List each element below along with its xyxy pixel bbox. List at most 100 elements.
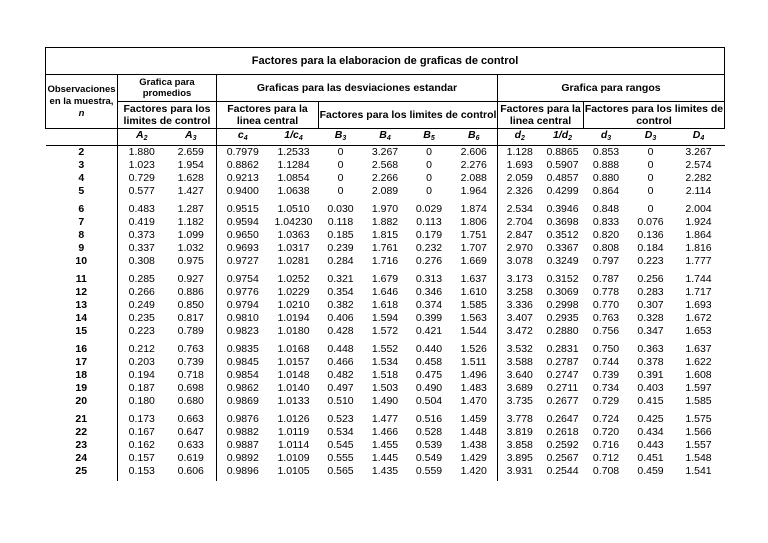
symbol-subscript: 3	[192, 135, 197, 142]
factor-value: 2.659	[177, 146, 204, 158]
factor-value: 0.347	[637, 325, 664, 337]
column-symbol: d3	[583, 128, 629, 146]
symbol-subscript: 3	[607, 135, 612, 142]
subgroup-header: Factores para los limites de control	[582, 101, 726, 129]
factor-value: 0.374	[415, 299, 443, 311]
sample-size: 9	[78, 242, 85, 254]
symbol-subscript: 4	[386, 135, 391, 142]
factor-value: 2.004	[685, 203, 712, 215]
factor-value: 0.9892	[216, 452, 269, 465]
sample-size: 18	[75, 369, 88, 381]
factor-value: 0.817	[177, 312, 204, 324]
factor-value: 0.425	[637, 413, 664, 425]
factor-value: 0.419	[117, 216, 166, 229]
symbol: d	[600, 129, 608, 141]
factor-value: 1.470	[460, 395, 487, 407]
factor-value: 1.0105	[277, 465, 310, 477]
factor-value: 0.2544	[546, 465, 579, 477]
factor-value: 0.698	[177, 382, 204, 394]
factor-value: 1.744	[685, 273, 712, 285]
factor-value: 0.559	[415, 465, 443, 477]
data-row: 9 0.337 1.032 0.9693 1.0317 0.239 1.761 0.232 1.…	[46, 242, 725, 255]
factor-value: 0.113	[416, 216, 442, 228]
factor-value: 0.516	[415, 413, 443, 425]
column-symbol: d2	[497, 128, 542, 146]
factor-value: 1.970	[371, 203, 399, 215]
symbol-subscript: 4	[243, 135, 248, 142]
factor-value: 1.0133	[277, 395, 310, 407]
factor-value: 0.194	[117, 369, 166, 382]
factor-value: 3.895	[497, 452, 542, 465]
symbol: A	[136, 129, 144, 141]
factor-value: 0.475	[415, 369, 443, 381]
factor-value: 1.566	[685, 426, 712, 438]
factor-value: 1.761	[371, 242, 399, 254]
symbol: c	[237, 129, 244, 141]
symbol: A	[185, 129, 193, 141]
factor-value: 1.427	[177, 185, 204, 197]
factors-table: Factores para la elaboracion de graficas…	[44, 47, 726, 481]
factor-value: 0.577	[117, 185, 166, 198]
sample-size: 24	[75, 452, 88, 464]
factor-value: 1.954	[177, 159, 204, 171]
factor-value: 2.568	[371, 159, 399, 171]
data-row: 5 0.577 1.427 0.9400 1.0638 0 2.089 0 1.964 2.326…	[46, 185, 725, 198]
factor-value: 1.483	[460, 382, 487, 394]
factor-value: 1.0109	[277, 452, 310, 464]
factor-value: 3.735	[497, 395, 542, 408]
factor-value: 0.3249	[546, 255, 579, 267]
factor-value: 0.451	[637, 452, 664, 464]
factor-value: 0.313	[415, 273, 443, 285]
factor-value: 1.608	[685, 369, 712, 381]
factor-value: 0.440	[415, 343, 443, 355]
factor-value: 0.3069	[546, 286, 579, 298]
factor-value: 0.2831	[546, 343, 579, 355]
factor-value: 1.672	[685, 312, 712, 324]
factor-value: 1.0168	[277, 343, 310, 355]
factor-value: 0.528	[415, 426, 443, 438]
factor-value: 0.3946	[546, 203, 579, 215]
factor-value: 0	[647, 146, 654, 158]
factor-value: 1.816	[685, 242, 712, 254]
factor-value: 1.0363	[277, 229, 310, 241]
factor-value: 1.429	[460, 452, 487, 464]
row-label-var: n	[78, 107, 85, 119]
factor-value: 0.212	[117, 338, 166, 356]
factor-value: 1.541	[685, 465, 712, 477]
factor-value: 0.308	[117, 255, 166, 268]
factor-value: 0.421	[415, 325, 443, 337]
factor-value: 0.619	[177, 452, 204, 464]
factor-value: 1.637	[460, 273, 487, 285]
factor-value: 0.927	[177, 273, 204, 285]
factor-value: 0.9862	[216, 382, 269, 395]
factor-value: 0	[647, 203, 654, 215]
factor-value: 1.2533	[277, 146, 310, 158]
data-row: 4 0.729 1.628 0.9213 1.0854 0 2.266 0 2.088 2.059…	[46, 172, 725, 185]
factor-value: 0.2677	[546, 395, 579, 407]
factor-value: 1.552	[371, 343, 399, 355]
factor-value: 2.326	[497, 185, 542, 198]
data-row: 20 0.180 0.680 0.9869 1.0133 0.510 1.490 0.504 1…	[46, 395, 725, 408]
factor-value: 0.179	[415, 229, 443, 241]
factor-value: 1.585	[685, 395, 712, 407]
factor-value: 0.403	[637, 382, 664, 394]
factor-value: 3.258	[497, 286, 542, 299]
factor-value: 0.3698	[546, 216, 579, 228]
symbol: B	[334, 129, 343, 141]
factor-value: 1.0252	[277, 273, 310, 285]
factor-value: 1.287	[177, 203, 204, 215]
factor-value: 0.850	[177, 299, 204, 311]
sample-size: 21	[75, 413, 88, 425]
factor-value: 1.099	[177, 229, 204, 241]
sample-size: 13	[75, 299, 88, 311]
factor-value: 0.266	[117, 286, 166, 299]
factor-value: 0.337	[117, 242, 166, 255]
factor-value: 0.2935	[546, 312, 579, 324]
factor-value: 0.9835	[216, 338, 269, 356]
factor-value: 3.267	[371, 146, 399, 158]
sample-size: 17	[75, 356, 88, 368]
factor-value: 1.503	[371, 382, 399, 394]
column-symbol: 1/c4	[268, 128, 319, 146]
factor-value: 0.848	[592, 203, 620, 215]
factor-value: 0.833	[592, 216, 620, 228]
